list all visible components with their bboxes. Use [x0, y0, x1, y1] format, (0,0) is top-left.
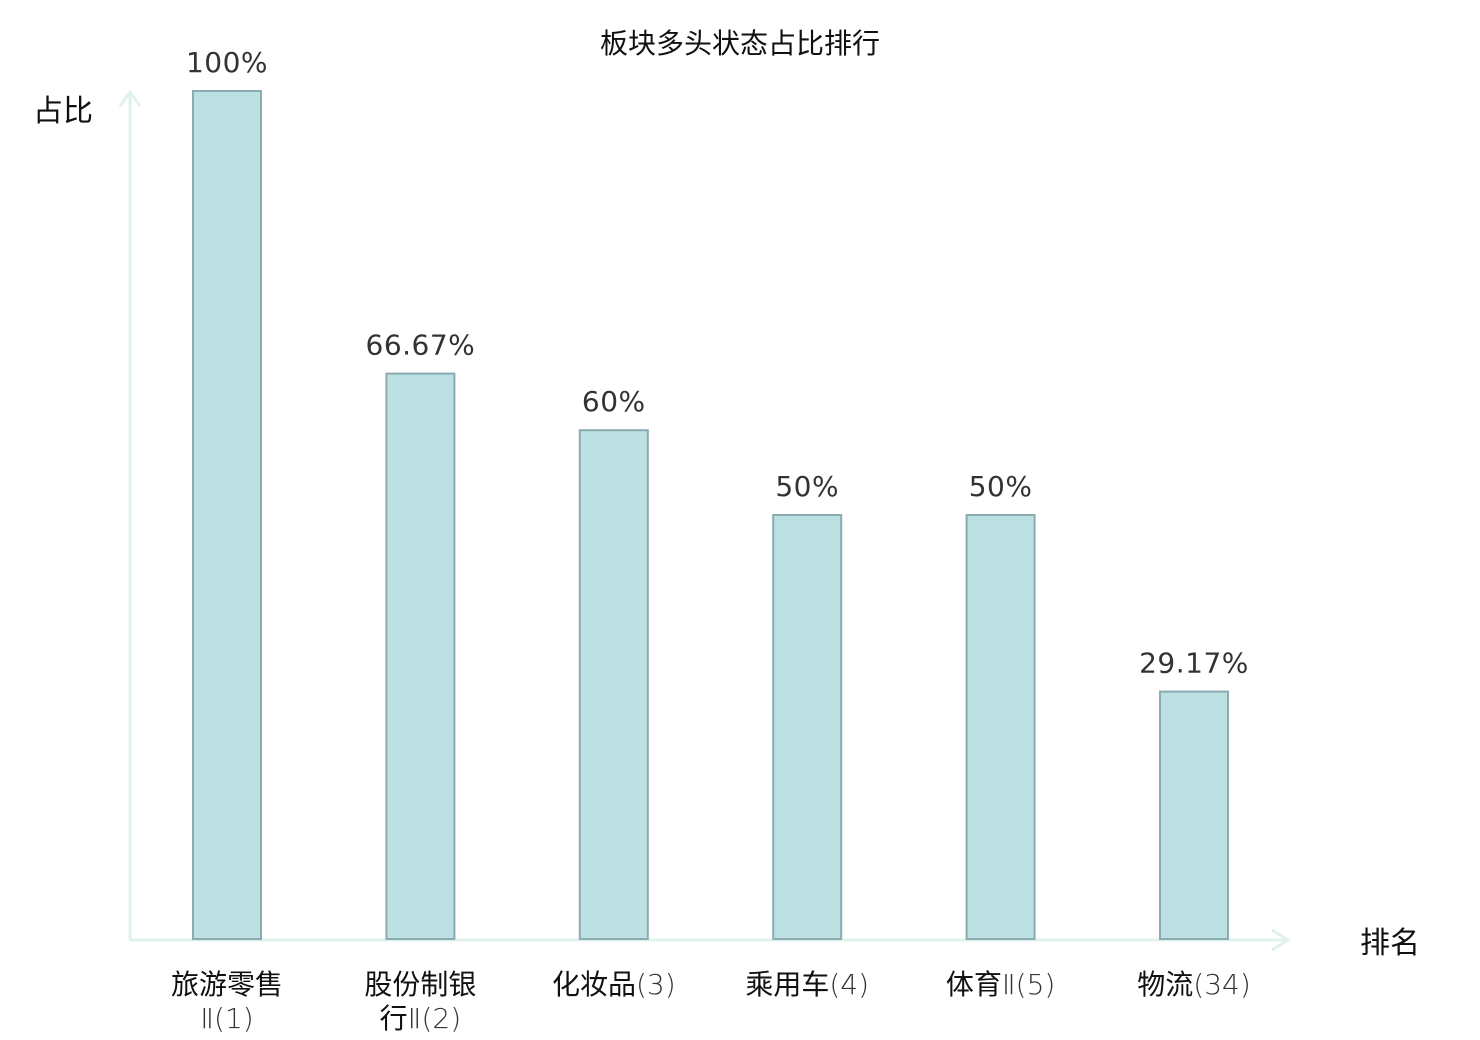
data-label: 60% [582, 385, 646, 418]
x-tick-label: 物流(34) [1137, 968, 1251, 1001]
bar [192, 90, 262, 940]
y-axis-label: 占比 [33, 94, 93, 129]
x-tick-label-rank: Ⅱ(1) [200, 1002, 253, 1035]
chart-title: 板块多头状态占比排行 [600, 27, 880, 60]
axes [118, 89, 1291, 952]
x-tick-label-rank: Ⅱ(2) [408, 1002, 461, 1035]
data-label: 50% [969, 470, 1033, 503]
x-tick-label-name: 体育 [946, 968, 1002, 1001]
x-tick-label: Ⅱ(1) [200, 1002, 253, 1035]
bar [385, 372, 456, 941]
data-label: 50% [775, 470, 839, 503]
x-tick-label-name: 乘用车 [745, 968, 829, 1001]
data-label: 100% [186, 46, 268, 79]
y-axis-arrow [118, 89, 142, 107]
x-tick-label: 体育Ⅱ(5) [946, 968, 1055, 1001]
bar [578, 429, 649, 940]
x-tick-label-rank: (3) [636, 968, 676, 1001]
x-tick-label-name: 物流 [1137, 968, 1193, 1001]
x-tick-label-name: 行 [380, 1002, 408, 1035]
x-tick-label: 乘用车(4) [745, 968, 869, 1001]
x-tick-label: 旅游零售 [171, 968, 283, 1001]
x-tick-label-name: 旅游零售 [171, 968, 283, 1001]
x-tick-label-rank: Ⅱ(5) [1002, 968, 1055, 1001]
x-axis-label: 排名 [1360, 926, 1420, 961]
bars-group [192, 90, 1229, 941]
x-tick-label-rank: (4) [829, 968, 869, 1001]
data-label: 66.67% [366, 329, 476, 362]
x-tick-label-name: 化妆品 [552, 968, 636, 1001]
x-tick-label-rank: (34) [1193, 968, 1250, 1001]
bar [965, 514, 1036, 940]
x-tick-label: 股份制银 [364, 968, 476, 1001]
value-labels-group: 100% 66.67% 60% 50% 50% 29.17% [186, 46, 1249, 680]
x-tick-label: 化妆品(3) [552, 968, 676, 1001]
x-axis-arrow [1271, 928, 1291, 952]
data-label: 29.17% [1139, 647, 1249, 680]
x-tick-label-name: 股份制银 [364, 968, 476, 1001]
bar [772, 514, 843, 940]
x-tick-label: 行Ⅱ(2) [380, 1002, 461, 1035]
bar [1159, 690, 1229, 940]
